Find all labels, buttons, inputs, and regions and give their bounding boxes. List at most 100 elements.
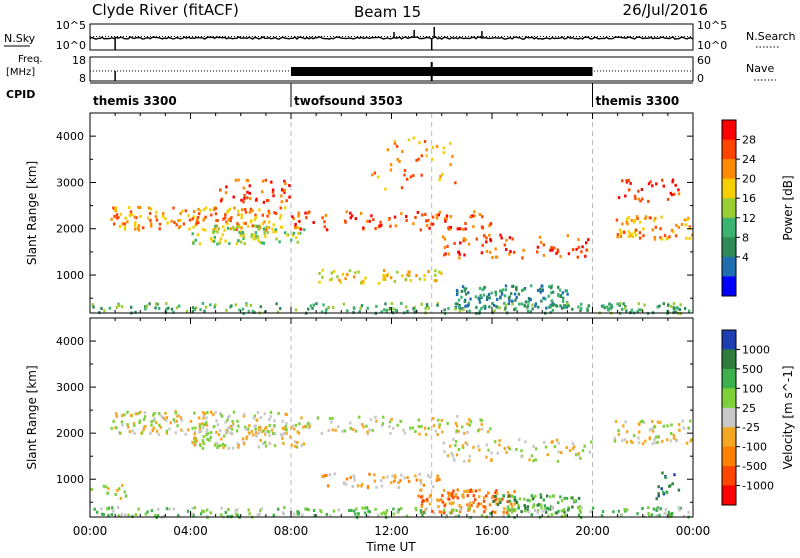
heatmap-cell (485, 455, 488, 459)
heatmap-cell (648, 216, 651, 220)
colorbar-segment (722, 120, 736, 141)
heatmap-cell (193, 443, 196, 446)
heatmap-cell (644, 217, 647, 220)
heatmap-cell (318, 271, 321, 275)
freq-left-tick-bottom: 8 (79, 72, 86, 85)
heatmap-cell (326, 484, 330, 488)
heatmap-cell (581, 245, 584, 249)
heatmap-cell (251, 224, 254, 228)
heatmap-cell (230, 427, 234, 431)
heatmap-cell (667, 510, 670, 514)
heatmap-cell (130, 305, 133, 309)
heatmap-cell (284, 412, 287, 416)
heatmap-cell (452, 501, 455, 505)
heatmap-cell (534, 494, 537, 498)
heatmap-cell (303, 228, 306, 232)
heatmap-cell (108, 306, 111, 310)
heatmap-cell (496, 492, 499, 496)
heatmap-cell (468, 501, 472, 505)
heatmap-cell (258, 428, 261, 431)
heatmap-cell (551, 301, 554, 305)
heatmap-cell (262, 200, 266, 204)
heatmap-cell (411, 426, 415, 430)
heatmap-cell (441, 500, 445, 504)
heatmap-cell (392, 507, 395, 511)
heatmap-cell (671, 180, 674, 184)
heatmap-cell (642, 234, 645, 238)
heatmap-cell (548, 305, 551, 309)
heatmap-cell (476, 429, 480, 433)
heatmap-cell (279, 432, 283, 436)
heatmap-cell (257, 227, 260, 231)
heatmap-cell (173, 220, 176, 224)
heatmap-cell (155, 218, 159, 222)
heatmap-cell (420, 505, 424, 508)
heatmap-cell (283, 427, 286, 431)
nsky-line (89, 36, 694, 40)
heatmap-cell (226, 222, 229, 226)
heatmap-cell (209, 436, 212, 439)
heatmap-cell (664, 508, 667, 512)
heatmap-cell (144, 425, 147, 428)
heatmap-cell (421, 513, 424, 517)
heatmap-cell (618, 303, 621, 307)
heatmap-cell (384, 512, 387, 516)
heatmap-cell (485, 236, 488, 240)
heatmap-cell (242, 442, 246, 446)
heatmap-cell (464, 222, 467, 225)
heatmap-cell (360, 281, 363, 285)
heatmap-cell (503, 243, 506, 247)
heatmap-cell (344, 277, 347, 281)
heatmap-cell (267, 226, 271, 230)
heatmap-cell (414, 474, 417, 478)
heatmap-cell (213, 235, 216, 239)
heatmap-cell (223, 228, 226, 232)
heatmap-cell (670, 432, 673, 435)
heatmap-cell (452, 437, 455, 441)
heatmap-cell (508, 252, 511, 256)
heatmap-cell (393, 479, 396, 483)
heatmap-cell (566, 292, 569, 296)
heatmap-cell (494, 290, 497, 294)
heatmap-cell (483, 285, 486, 289)
heatmap-cell (393, 279, 396, 283)
heatmap-cell (319, 509, 322, 512)
heatmap-cell (558, 288, 562, 292)
heatmap-cell (568, 449, 572, 452)
heatmap-cell (242, 235, 245, 239)
heatmap-cell (212, 227, 215, 231)
heatmap-cell (316, 416, 320, 420)
heatmap-cell (192, 513, 195, 517)
heatmap-cell (541, 289, 544, 293)
heatmap-cell (392, 426, 395, 430)
heatmap-cell (536, 510, 539, 514)
heatmap-cell (225, 220, 228, 224)
heatmap-cell (190, 512, 194, 516)
heatmap-cell (451, 491, 454, 495)
heatmap-cell (637, 197, 640, 201)
heatmap-cell (526, 498, 530, 502)
nsky-left-tick-top: 10^5 (56, 19, 86, 32)
heatmap-cell (325, 512, 328, 516)
heatmap-cell (517, 292, 521, 296)
heatmap-cell (131, 429, 134, 433)
heatmap-cell (671, 178, 675, 182)
heatmap-cell (380, 310, 383, 314)
heatmap-cell (281, 433, 284, 437)
heatmap-cell (255, 418, 259, 422)
heatmap-cell (241, 437, 245, 441)
heatmap-cell (224, 444, 227, 448)
heatmap-cell (619, 235, 623, 238)
heatmap-cell (177, 219, 180, 222)
heatmap-cell (247, 310, 250, 313)
heatmap-cell (392, 307, 395, 311)
heatmap-cell (641, 197, 644, 201)
heatmap-cell (328, 473, 332, 477)
heatmap-cell (191, 232, 194, 236)
heatmap-cell (237, 213, 240, 217)
heatmap-cell (630, 308, 633, 312)
heatmap-cell (639, 308, 643, 312)
heatmap-cell (215, 430, 218, 434)
heatmap-cell (195, 221, 199, 225)
heatmap-cell (551, 308, 555, 312)
